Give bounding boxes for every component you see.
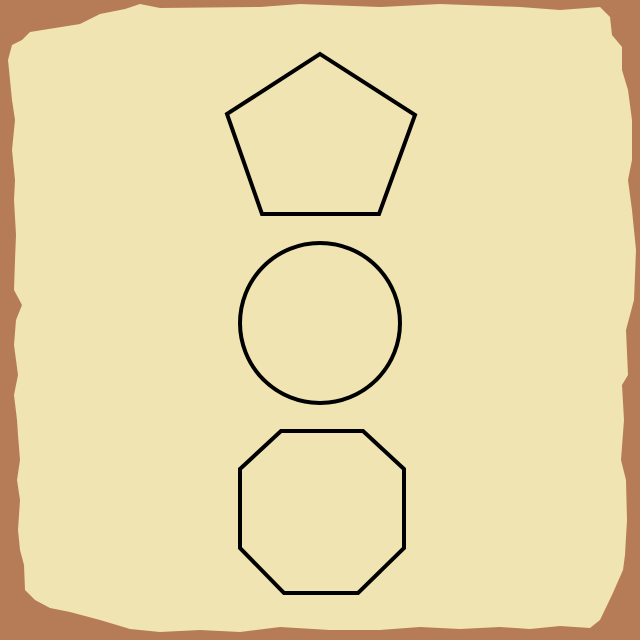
pentagon-icon bbox=[224, 51, 418, 216]
circle-icon bbox=[238, 241, 402, 405]
octagon-icon bbox=[238, 429, 406, 595]
paper-sheet bbox=[8, 4, 636, 632]
